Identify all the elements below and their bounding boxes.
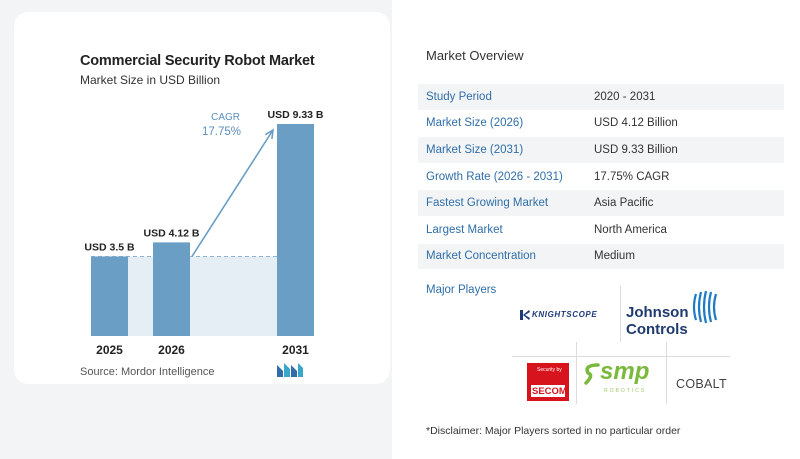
major-players-title: Major Players (426, 284, 497, 296)
overview-label: Market Size (2026) (426, 117, 524, 130)
overview-value: Asia Pacific (594, 197, 654, 210)
overview-row: Market Size (2026) USD 4.12 Billion (418, 111, 784, 138)
overview-table: Study Period 2020 - 2031 Market Size (202… (418, 84, 784, 271)
overview-row: Growth Rate (2026 - 2031) 17.75% CAGR (418, 164, 784, 191)
knightscope-logo: KNIGHTSCOPE (520, 308, 612, 322)
overview-value: 17.75% CAGR (594, 170, 670, 183)
bar-value-label: USD 9.33 B (267, 109, 323, 121)
overview-row: Fastest Growing Market Asia Pacific (418, 190, 784, 217)
chart-subtitle: Market Size in USD Billion (80, 73, 221, 87)
smp-swirl-icon (584, 363, 600, 385)
x-tick-label: 2026 (158, 343, 185, 357)
source-text: Source: Mordor Intelligence (80, 366, 215, 378)
johnson-controls-logo: Johnson Controls (626, 290, 726, 344)
smp-robotics-logo: smp ROBOTICS (582, 358, 662, 400)
overview-label: Study Period (426, 90, 492, 103)
overview-label: Growth Rate (2026 - 2031) (426, 170, 563, 183)
x-tick-label: 2031 (282, 343, 309, 357)
baseline-shade (91, 256, 314, 336)
overview-label: Market Size (2031) (426, 143, 524, 156)
logo-divider (576, 342, 577, 404)
smp-text: smp (600, 358, 650, 385)
overview-value: USD 9.33 Billion (594, 143, 678, 156)
johnson-text: Johnson (626, 304, 689, 321)
chart-title: Commercial Security Robot Market (80, 53, 315, 69)
overview-label: Market Concentration (426, 250, 536, 263)
overview-value: Medium (594, 250, 635, 263)
logo-divider (666, 342, 667, 404)
johnson-controls-wave-icon (692, 290, 718, 324)
cagr-label: CAGR (211, 112, 240, 123)
cagr-arrow-head (264, 128, 274, 140)
overview-label: Largest Market (426, 223, 503, 236)
bar (277, 124, 314, 336)
logo-divider (512, 356, 730, 357)
overview-value: 2020 - 2031 (594, 90, 656, 103)
overview-panel (392, 0, 800, 459)
mordor-logo-icon (277, 363, 303, 377)
secom-small-text: Security by (537, 367, 562, 373)
x-tick-label: 2025 (96, 343, 123, 357)
overview-value: USD 4.12 Billion (594, 117, 678, 130)
bar (91, 256, 128, 336)
secom-text: SECOM (532, 386, 567, 397)
overview-label: Fastest Growing Market (426, 197, 549, 210)
smp-sub-text: ROBOTICS (604, 388, 647, 394)
secom-band (531, 385, 565, 397)
overview-row: Largest Market North America (418, 217, 784, 244)
secom-logo: Security by SECOM (527, 363, 569, 401)
overview-row: Market Concentration Medium (418, 243, 784, 271)
bar-chart: USD 3.5 B 2025 USD 4.12 B 2026 USD 9.33 B 203… (84, 109, 324, 357)
knightscope-k-icon (520, 310, 530, 320)
logo-divider (620, 286, 621, 342)
knightscope-text: KNIGHTSCOPE (532, 310, 598, 319)
controls-text: Controls (626, 321, 688, 338)
bar-value-label: USD 3.5 B (84, 241, 135, 253)
disclaimer: *Disclaimer: Major Players sorted in no … (426, 425, 681, 437)
bar (153, 242, 190, 336)
cagr-value: 17.75% (202, 126, 241, 138)
cobalt-logo: COBALT (676, 375, 736, 391)
overview-value: North America (594, 223, 667, 236)
cagr-arrow-line (191, 129, 274, 257)
overview-title: Market Overview (426, 48, 524, 63)
overview-row: Market Size (2031) USD 9.33 Billion (418, 137, 784, 164)
overview-row: Study Period 2020 - 2031 (418, 84, 784, 111)
bar-value-label: USD 4.12 B (143, 227, 199, 239)
cobalt-text: COBALT (676, 377, 727, 391)
